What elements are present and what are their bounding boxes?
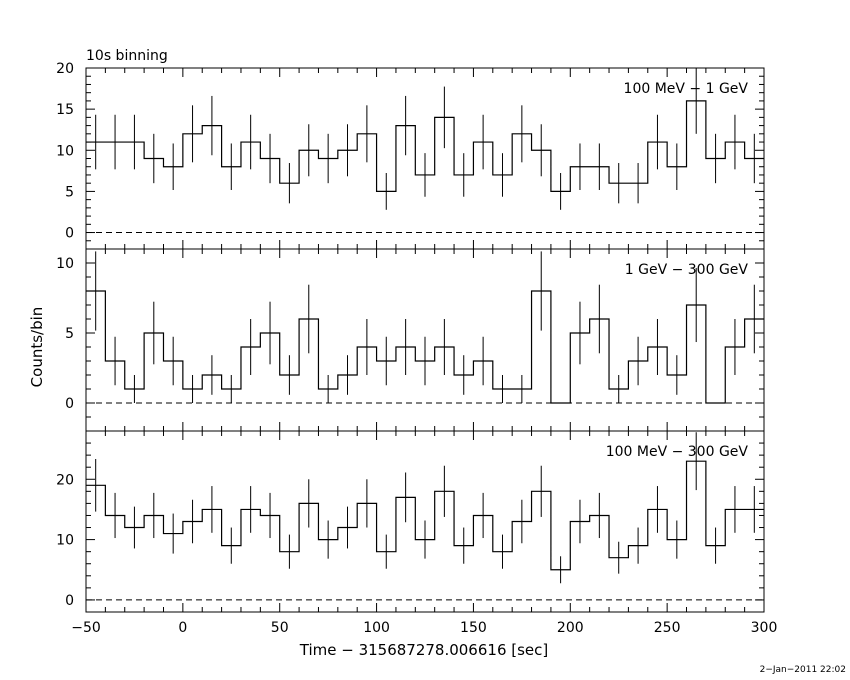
timestamp: 2−Jan−2011 22:02	[760, 665, 846, 675]
x-tick-label: 0	[178, 620, 187, 636]
energy-band-label: 100 MeV − 1 GeV	[624, 81, 749, 97]
y-tick-label: 0	[65, 226, 74, 242]
panel-1: 0 5 10 15 20 100 MeV − 1 GeV	[56, 61, 765, 250]
x-tick-label: 200	[557, 620, 584, 636]
x-tick-label: −50	[71, 620, 101, 636]
y-tick-label: 20	[56, 472, 74, 488]
energy-band-label: 1 GeV − 300 GeV	[625, 262, 749, 278]
y-axis-label: Counts/bin	[28, 307, 46, 388]
x-tick-label: 250	[654, 620, 681, 636]
series-step-line	[86, 290, 764, 404]
series-step-line	[86, 460, 764, 571]
x-tick-label: 300	[751, 620, 778, 636]
y-tick-label: 10	[56, 533, 74, 549]
panel-frame	[85, 430, 765, 613]
y-tick-label: 10	[56, 256, 74, 272]
chart-title: 10s binning	[86, 48, 168, 64]
energy-band-label: 100 MeV − 300 GeV	[606, 444, 749, 460]
y-tick-label: 0	[65, 396, 74, 412]
x-axis-label: Time − 315687278.006616 [sec]	[299, 641, 549, 659]
y-tick-label: 0	[65, 593, 74, 609]
x-tick-label: 100	[363, 620, 390, 636]
panels: 0 5 10 15 20 100 MeV − 1 GeV 0 5 10 1 GeV − 300 G…	[56, 61, 777, 636]
y-tick-label: 20	[56, 61, 74, 77]
y-tick-label: 10	[56, 143, 74, 159]
y-tick-label: 5	[65, 184, 74, 200]
panel-2: 0 5 10 1 GeV − 300 GeV	[56, 248, 765, 432]
x-tick-label: 150	[460, 620, 487, 636]
panel-3: 0 10 20 100 MeV − 300 GeV	[56, 430, 765, 613]
y-tick-label: 5	[65, 326, 74, 342]
y-tick-label: 15	[56, 102, 74, 118]
x-tick-label: 50	[271, 620, 289, 636]
